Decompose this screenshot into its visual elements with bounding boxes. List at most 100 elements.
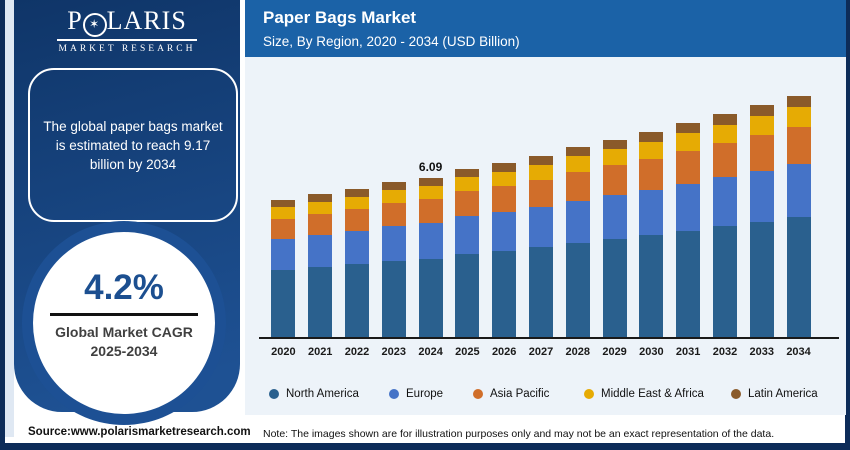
bar-segment <box>639 190 664 235</box>
bar-segment <box>271 219 296 239</box>
x-tick-label: 2034 <box>786 346 811 358</box>
stacked-bar-2027 <box>528 156 553 337</box>
bar-segment <box>344 231 369 264</box>
bar-segment <box>492 163 517 172</box>
bar-segment <box>786 107 811 127</box>
legend-item: Middle East & Africa <box>584 388 704 400</box>
stacked-bar-2026 <box>492 163 517 337</box>
bar-segment <box>344 197 369 209</box>
bar-segment <box>602 165 627 195</box>
bar-segment <box>602 140 627 149</box>
bar-segment <box>639 159 664 190</box>
stacked-bar-2031 <box>676 123 701 337</box>
bar-segment <box>418 199 443 223</box>
bar-segment <box>492 212 517 251</box>
bar-segment <box>455 191 480 216</box>
compass-star-icon: ✶ <box>82 13 107 37</box>
bar-segment <box>418 186 443 199</box>
bar-segment <box>565 243 590 337</box>
bar-column-2020 <box>265 85 302 337</box>
plot-area: 6.09 <box>265 85 817 337</box>
cagr-label: Global Market CAGR <box>55 324 193 340</box>
bar-column-2027 <box>523 85 560 337</box>
cagr-years: 2025-2034 <box>90 343 158 359</box>
bar-segment <box>344 264 369 337</box>
bar-segment <box>565 156 590 172</box>
bar-segment <box>639 132 664 142</box>
bar-segment <box>749 105 774 116</box>
bar-segment <box>676 123 701 133</box>
bar-segment <box>712 143 737 177</box>
bar-segment <box>749 222 774 337</box>
stacked-bar-2028 <box>565 147 590 337</box>
bar-segment <box>381 182 406 190</box>
bar-segment <box>528 180 553 207</box>
bar-column-2034 <box>780 85 817 337</box>
legend-label: North America <box>286 388 359 400</box>
x-tick-label: 2021 <box>307 346 333 358</box>
bar-segment <box>712 226 737 337</box>
chart-panel: 6.09 2020 2021 2022 2023 2024 2025 2026 2027 202… <box>245 57 846 415</box>
headline-text: The global paper bags market is estimate… <box>43 118 223 172</box>
bar-segment <box>308 214 333 235</box>
bar-column-2021 <box>302 85 339 337</box>
legend-label: Middle East & Africa <box>601 388 704 400</box>
stacked-bar-2032 <box>712 114 737 337</box>
frame-left-border <box>0 0 5 450</box>
bar-column-2025 <box>449 85 486 337</box>
bar-column-2029 <box>596 85 633 337</box>
bar-segment <box>712 114 737 125</box>
legend-label: Latin America <box>748 388 818 400</box>
legend-item: Asia Pacific <box>473 388 549 400</box>
legend-label: Asia Pacific <box>490 388 550 400</box>
bar-segment <box>381 261 406 337</box>
bar-column-2031 <box>670 85 707 337</box>
bar-segment <box>528 247 553 337</box>
stacked-bar-2021 <box>308 194 333 337</box>
bar-column-2026 <box>486 85 523 337</box>
stacked-bar-2023 <box>381 182 406 337</box>
stacked-bar-2029 <box>602 140 627 337</box>
bar-segment <box>271 207 296 219</box>
bar-column-2030 <box>633 85 670 337</box>
bar-segment <box>565 201 590 243</box>
bar-segment <box>381 203 406 226</box>
legend-dot-icon <box>584 389 594 399</box>
bar-column-2033 <box>743 85 780 337</box>
bar-column-2028 <box>559 85 596 337</box>
legend-item: North America <box>269 388 359 400</box>
bar-segment <box>271 270 296 337</box>
bar-segment <box>455 177 480 191</box>
bar-segment <box>602 195 627 239</box>
bar-segment <box>344 189 369 197</box>
stacked-bar-2025 <box>455 169 480 337</box>
x-tick-label: 2028 <box>565 346 591 358</box>
bar-segment <box>418 178 443 186</box>
legend-label: Europe <box>406 388 444 400</box>
bar-segment <box>418 259 443 337</box>
bar-segment <box>308 267 333 337</box>
x-tick-label: 2023 <box>381 346 407 358</box>
bar-value-label: 6.09 <box>418 160 443 174</box>
bar-segment <box>381 190 406 203</box>
bar-segment <box>492 172 517 186</box>
source-text: Source:www.polarismarketresearch.com <box>28 426 251 438</box>
bar-segment <box>528 165 553 180</box>
x-tick-label: 2032 <box>712 346 738 358</box>
legend-dot-icon <box>731 389 741 399</box>
frame-right-border <box>845 0 850 450</box>
polaris-logo: P ✶ LARIS MARKET RESEARCH <box>14 7 240 56</box>
legend-item: Europe <box>389 388 443 400</box>
bar-segment <box>455 169 480 177</box>
x-axis-labels: 2020 2021 2022 2023 2024 2025 2026 2027 2028 2029… <box>265 346 817 358</box>
page-subtitle: Size, By Region, 2020 - 2034 (USD Billio… <box>263 34 520 49</box>
x-tick-label: 2033 <box>749 346 774 358</box>
legend-dot-icon <box>269 389 279 399</box>
bar-segment <box>676 151 701 184</box>
x-tick-label: 2024 <box>418 346 443 358</box>
stacked-bar-2030 <box>639 132 664 337</box>
x-tick-label: 2022 <box>344 346 370 358</box>
bar-segment <box>528 156 553 165</box>
stacked-bar-2034 <box>786 96 811 337</box>
bar-segment <box>749 116 774 135</box>
